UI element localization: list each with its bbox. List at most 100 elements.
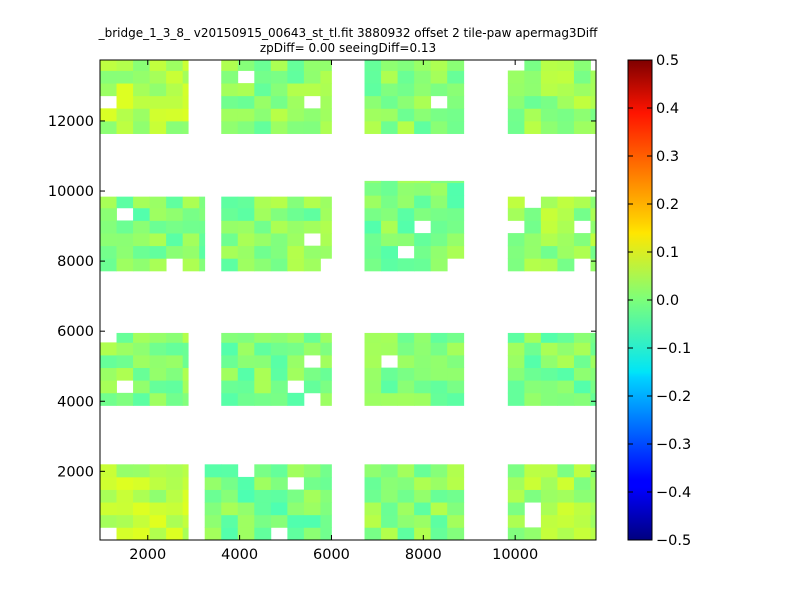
heatmap-cell <box>320 342 332 356</box>
heatmap-cell <box>540 83 558 97</box>
heatmap-cell <box>199 196 206 209</box>
heatmap-cell <box>133 70 150 84</box>
heatmap-cell <box>524 258 542 272</box>
heatmap-cell <box>447 489 465 503</box>
heatmap-cell <box>414 108 432 122</box>
plot-frame <box>99 59 597 541</box>
heatmap-cell <box>590 245 596 259</box>
heatmap-cell <box>254 332 272 343</box>
heatmap-cell <box>507 476 525 490</box>
heatmap-cell <box>573 367 591 381</box>
heatmap-cell <box>447 514 465 528</box>
heatmap-cell <box>590 95 596 109</box>
heatmap-cell <box>364 182 382 196</box>
heatmap-cell <box>430 380 448 394</box>
heatmap-cell <box>524 392 542 406</box>
heatmap-cell <box>524 60 542 71</box>
heatmap-cell <box>590 220 596 234</box>
heatmap-cell <box>507 120 525 134</box>
heatmap-cell <box>364 207 382 221</box>
heatmap-cell <box>270 220 288 234</box>
heatmap-cell <box>590 83 596 97</box>
heatmap-cell <box>199 245 206 259</box>
heatmap-cell <box>303 367 321 381</box>
heatmap-cell <box>320 380 332 394</box>
heatmap-cell <box>397 120 415 134</box>
heatmap-cell <box>149 514 167 528</box>
heatmap-cell <box>364 392 382 406</box>
heatmap-cell <box>221 95 239 109</box>
y-tick-label: 6000 <box>57 324 94 340</box>
heatmap-cell <box>303 108 321 122</box>
heatmap-cell <box>430 233 448 247</box>
heatmap-cell <box>414 245 432 259</box>
heatmap-cell <box>166 342 184 356</box>
heatmap-cell <box>414 355 432 369</box>
heatmap-cell <box>447 233 465 247</box>
heatmap-cell <box>557 527 575 540</box>
heatmap-cell <box>397 367 415 381</box>
heatmap-cell <box>573 355 591 369</box>
heatmap-cell <box>507 502 525 516</box>
heatmap-cell <box>182 392 189 406</box>
heatmap-cell <box>507 464 525 478</box>
heatmap-cell <box>149 233 167 247</box>
heatmap-cell <box>447 464 465 478</box>
heatmap-cell <box>447 120 465 134</box>
heatmap-cell <box>507 108 525 122</box>
heatmap-cell <box>204 527 222 540</box>
heatmap-cell <box>524 476 542 490</box>
heatmap-cell <box>414 332 432 343</box>
heatmap-cell <box>149 220 167 234</box>
heatmap-cell <box>540 392 558 406</box>
heatmap-cell <box>507 258 525 272</box>
heatmap-cell <box>182 95 189 109</box>
heatmap-cell <box>303 245 321 259</box>
heatmap-cell <box>573 60 591 71</box>
heatmap-cell <box>557 207 575 221</box>
heatmap-cell <box>221 196 239 209</box>
heatmap-cell <box>149 355 167 369</box>
heatmap-cell <box>381 258 398 272</box>
y-tick-label: 4000 <box>57 394 94 410</box>
heatmap-cell <box>430 182 448 196</box>
colorbar-tick-label: 0.2 <box>656 197 679 213</box>
heatmap-cell <box>590 464 596 478</box>
heatmap-cell <box>303 207 321 221</box>
heatmap-cell <box>287 60 305 71</box>
heatmap-cell <box>287 70 305 84</box>
heatmap-cell <box>524 332 542 343</box>
heatmap-cell <box>100 120 117 134</box>
heatmap-cell <box>221 83 239 97</box>
heatmap-cell <box>133 514 150 528</box>
heatmap-cell <box>116 476 134 490</box>
heatmap-cell <box>133 489 150 503</box>
heatmap-cell <box>364 514 382 528</box>
heatmap-cell <box>133 527 150 540</box>
heatmap-cell <box>540 60 558 71</box>
heatmap-cell <box>381 502 398 516</box>
heatmap-cell <box>149 332 167 343</box>
heatmap-cell <box>430 258 448 272</box>
heatmap-cell <box>166 70 184 84</box>
heatmap-cell <box>237 342 255 356</box>
heatmap-cell <box>447 180 465 184</box>
heatmap-cell <box>557 476 575 490</box>
heatmap-cell <box>381 527 398 540</box>
heatmap-cell <box>270 233 288 247</box>
heatmap-cell <box>507 207 525 221</box>
heatmap-cell <box>287 245 305 259</box>
heatmap-cell <box>270 70 288 84</box>
heatmap-cell <box>397 108 415 122</box>
heatmap-cell <box>149 527 167 540</box>
heatmap-cell <box>447 70 465 84</box>
heatmap-cell <box>590 355 596 369</box>
heatmap-cell <box>133 380 150 394</box>
chart-title: _bridge_1_3_8_ v20150915_00643_st_tl.fit… <box>98 26 599 40</box>
heatmap-cell <box>414 195 432 209</box>
heatmap-cell <box>414 83 432 97</box>
heatmap-cell <box>381 108 398 122</box>
heatmap-cell <box>414 367 432 381</box>
heatmap-cell <box>507 514 525 528</box>
chart-subtitle: zpDiff= 0.00 seeingDiff=0.13 <box>260 41 436 55</box>
